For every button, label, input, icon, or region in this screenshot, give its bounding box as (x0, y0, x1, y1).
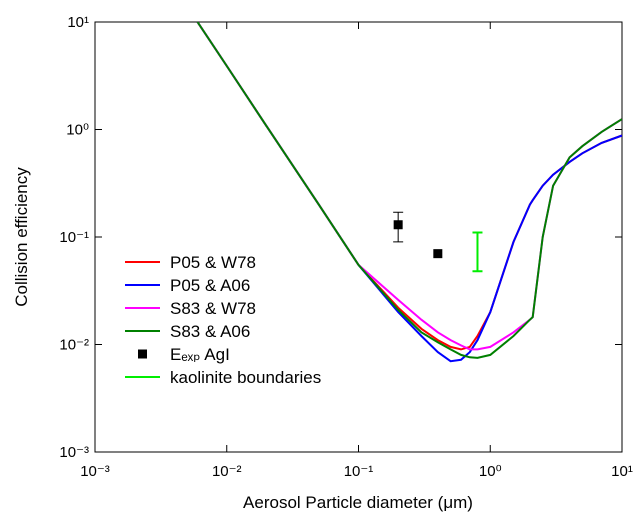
point (393, 220, 403, 230)
legend-label: P05 & W78 (170, 253, 256, 272)
y-tick-label: 10⁻² (59, 337, 89, 354)
legend-label: P05 & A06 (170, 276, 250, 295)
series-line (196, 22, 622, 351)
x-tick-label: 10⁻¹ (344, 463, 374, 480)
point (433, 249, 443, 259)
legend-label: S83 & W78 (170, 299, 256, 318)
legend-label: S83 & A06 (170, 322, 250, 341)
x-tick-label: 10¹ (611, 463, 633, 480)
y-tick-label: 10⁰ (66, 122, 89, 139)
range-bar (472, 231, 483, 273)
series-line (196, 22, 622, 359)
y-tick-label: 10¹ (67, 14, 89, 31)
legend-label: kaolinite boundaries (170, 368, 321, 387)
x-tick-label: 10⁻² (212, 463, 242, 480)
legend-marker (138, 349, 147, 359)
legend-label: Eₑₓₚ AgI (170, 345, 230, 364)
y-axis-label: Collision efficiency (12, 167, 31, 307)
x-tick-label: 10⁰ (479, 463, 502, 480)
y-tick-label: 10⁻¹ (59, 229, 89, 246)
y-tick-label: 10⁻³ (59, 444, 89, 461)
x-tick-label: 10⁻³ (80, 463, 110, 480)
x-axis-label: Aerosol Particle diameter (μm) (243, 493, 473, 512)
series-line (196, 22, 622, 351)
